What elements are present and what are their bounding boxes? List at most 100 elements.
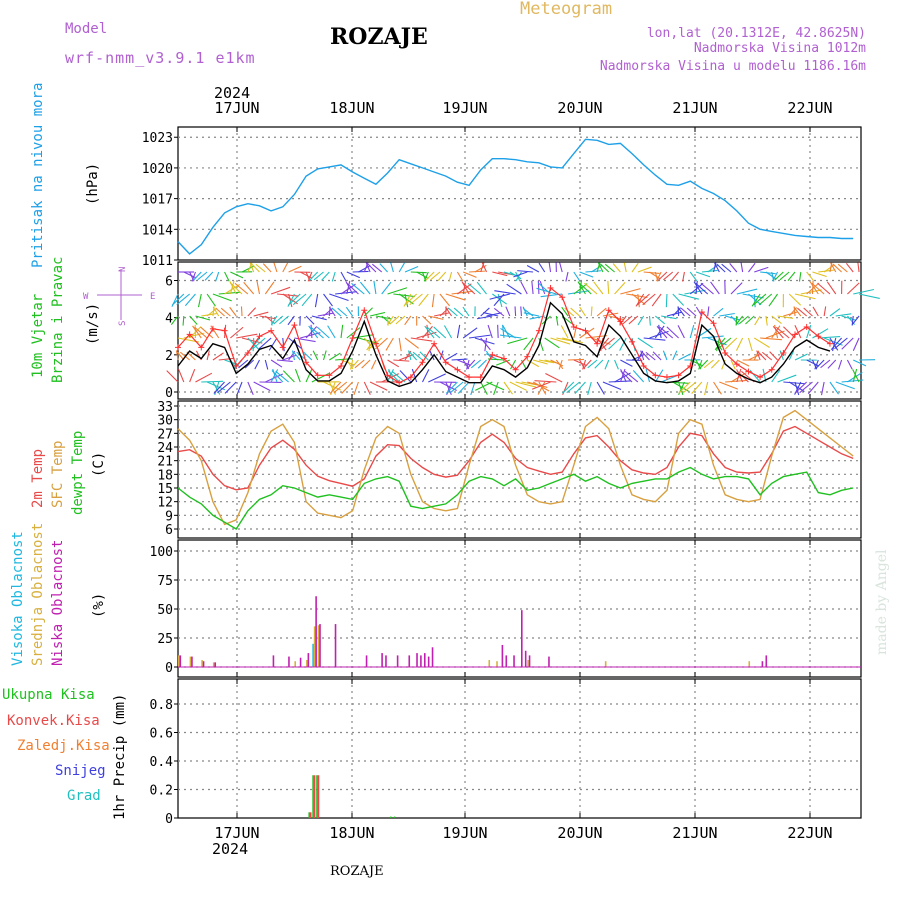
wind-arrow xyxy=(510,359,517,370)
bar-niska-oblacnost xyxy=(521,610,523,667)
wind-arrow xyxy=(753,337,770,348)
wind-arrow xyxy=(429,350,435,361)
wind-arrow xyxy=(806,324,812,339)
wind-arrow xyxy=(404,293,409,308)
bar-niska-oblacnost xyxy=(765,655,768,667)
precip-labels: 1hr Precip (mm) Ukupna Kisa Konvek.Kisa … xyxy=(2,687,128,820)
wind-arrow xyxy=(312,350,319,361)
wind-arrow xyxy=(526,265,540,273)
wind-arrow xyxy=(243,281,255,295)
wind-arrow xyxy=(754,266,769,273)
wind-arrow xyxy=(381,281,392,295)
series-line-sfc-temp xyxy=(177,409,854,526)
wind-arrow xyxy=(742,293,764,299)
wind-arrow xyxy=(596,307,607,317)
wind-arrow xyxy=(302,351,313,361)
wind-arrow xyxy=(433,326,447,339)
wind-arrow xyxy=(608,380,631,383)
wind-arrow xyxy=(282,337,285,352)
pressure-labels: Pritisak na nivou mora (hPa) xyxy=(30,83,101,268)
wind-arrow xyxy=(738,315,749,325)
day-label: 18JUN xyxy=(329,824,374,842)
bar-niska-oblacnost xyxy=(191,656,193,667)
wind-arrow xyxy=(663,271,674,281)
legend-total: Ukupna Kisa xyxy=(2,687,95,703)
wind-arrow xyxy=(757,351,767,361)
wind-arrow xyxy=(703,359,714,369)
wind-arrow xyxy=(666,326,679,339)
wind-arrow xyxy=(467,282,482,295)
wind-arrow xyxy=(363,381,371,395)
wind-arrow xyxy=(820,359,831,369)
wind-arrow xyxy=(562,381,575,394)
wind-arrow xyxy=(515,271,522,282)
bar-ukupna-kisa xyxy=(393,816,396,818)
wind-arrow xyxy=(619,337,627,351)
wind-arrow xyxy=(662,350,668,361)
wind-arrow xyxy=(351,282,365,295)
wind-arrow xyxy=(308,325,319,339)
wind-arrow xyxy=(445,352,458,361)
wind-arrow xyxy=(481,262,488,273)
temp-label-dewpt: dewpt Temp xyxy=(70,431,86,515)
wind-arrow xyxy=(268,337,278,351)
y-tick-label: 33 xyxy=(157,400,173,415)
wind-arrow xyxy=(310,324,313,339)
temp-label-2m: 2m Temp xyxy=(30,449,46,508)
wind-arrow xyxy=(594,359,604,369)
wind-arrow xyxy=(651,293,662,307)
wind-arrow xyxy=(761,351,773,361)
y-tick-label: 1023 xyxy=(142,131,173,146)
wind-arrow xyxy=(341,381,354,394)
wind-arrow xyxy=(369,381,388,391)
wind-arrow xyxy=(806,271,814,282)
temp-labels: 2m Temp SFC Temp dewpt Temp (C) xyxy=(30,431,107,515)
wind-arrow xyxy=(597,262,604,273)
wind-arrow xyxy=(352,334,375,339)
wind-arrow xyxy=(538,381,547,395)
wind-arrow xyxy=(686,307,697,317)
wind-arrow xyxy=(656,271,662,282)
wind-arrow xyxy=(224,381,237,394)
wind-arrow xyxy=(276,293,299,297)
wind-arrow xyxy=(699,359,709,369)
wind-arrow xyxy=(301,293,313,307)
wind-label-2: Brzina i Pravac xyxy=(50,257,66,383)
wind-arrow xyxy=(835,313,852,317)
wind-arrow xyxy=(701,335,724,339)
wind-arrow xyxy=(740,262,744,273)
wind-arrow xyxy=(273,315,284,325)
wind-arrow xyxy=(448,271,453,282)
bar-niska-oblacnost xyxy=(423,653,426,667)
legend-hail: Grad xyxy=(67,788,101,804)
wind-arrow xyxy=(316,326,330,339)
wind-arrow xyxy=(424,325,435,339)
wind-arrow xyxy=(184,293,196,307)
wind-arrow xyxy=(256,280,261,295)
wind-arrow xyxy=(195,372,213,383)
wind-arrow xyxy=(640,350,645,361)
wind-arrow xyxy=(809,281,819,295)
bar-srednja-oblacnost xyxy=(178,655,180,667)
wind-arrow xyxy=(769,351,778,361)
wind-arrow xyxy=(189,315,198,325)
wind-arrow xyxy=(817,282,831,295)
bar-konvek-kisa xyxy=(313,775,316,818)
wind-arrow xyxy=(537,381,546,395)
wind-arrow xyxy=(735,315,744,326)
y-tick-label: 24 xyxy=(157,441,173,456)
wind-arrow xyxy=(716,337,720,352)
wind-arrow xyxy=(251,263,260,273)
wind-arrow xyxy=(425,271,435,281)
wind-arrow xyxy=(480,381,488,395)
y-tick-label: 0 xyxy=(165,386,173,401)
wind-arrow xyxy=(352,270,369,273)
cloud-label-high: Visoka Oblacnost xyxy=(10,531,26,666)
temp-label-sfc: SFC Temp xyxy=(50,441,66,508)
wind-arrow xyxy=(354,359,365,369)
wind-arrow xyxy=(643,337,666,341)
wind-arrow xyxy=(851,315,860,326)
wind-arrow xyxy=(288,265,302,273)
y-tick-label: 0.6 xyxy=(150,727,173,742)
wind-arrow xyxy=(620,370,633,383)
